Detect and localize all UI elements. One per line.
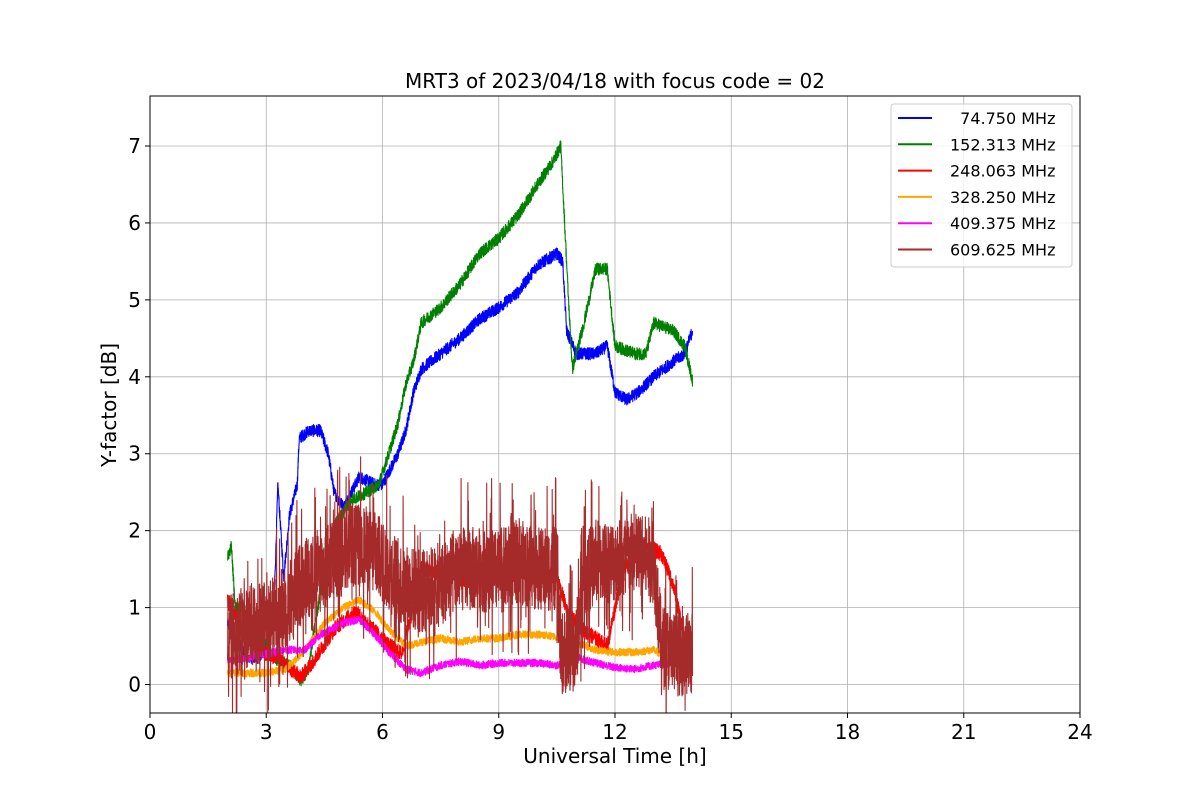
legend: 74.750 MHz 152.313 MHz 248.063 MHz 328.250 …: [890, 103, 1073, 268]
legend-label-6: 609.625 MHz: [950, 241, 1055, 260]
x-axis-label: Universal Time [h]: [523, 744, 706, 768]
x-tick-label: 24: [1067, 720, 1092, 744]
series-line-6: [226, 456, 694, 713]
legend-label-4: 328.250 MHz: [950, 188, 1055, 207]
y-tick-label: 0: [128, 673, 141, 697]
y-tick-label: 5: [128, 288, 141, 312]
x-tick-label: 21: [951, 720, 976, 744]
legend-label-1: 74.750 MHz: [950, 109, 1055, 128]
chart-title: MRT3 of 2023/04/18 with focus code = 02: [405, 69, 825, 93]
legend-label-2: 152.313 MHz: [950, 135, 1055, 154]
x-tick-label: 6: [376, 720, 389, 744]
series-line-1: [226, 247, 694, 665]
y-tick-label: 4: [128, 365, 141, 389]
x-tick-label: 0: [144, 720, 157, 744]
x-tick-label: 15: [719, 720, 744, 744]
y-tick-label: 6: [128, 211, 141, 235]
y-axis-label: Y-factor [dB]: [97, 343, 121, 468]
series-line-5: [227, 616, 694, 678]
legend-box: [890, 103, 1073, 268]
x-tick-label: 12: [602, 720, 627, 744]
y-tick-label: 2: [128, 519, 141, 543]
x-tick-label: 9: [492, 720, 505, 744]
legend-label-3: 248.063 MHz: [950, 162, 1055, 181]
y-tick-label: 3: [128, 442, 141, 466]
y-tick-label: 1: [128, 596, 141, 620]
legend-label-5: 409.375 MHz: [950, 214, 1055, 233]
x-tick-label: 3: [260, 720, 273, 744]
x-tick-label: 18: [835, 720, 860, 744]
y-tick-label: 7: [128, 134, 141, 158]
